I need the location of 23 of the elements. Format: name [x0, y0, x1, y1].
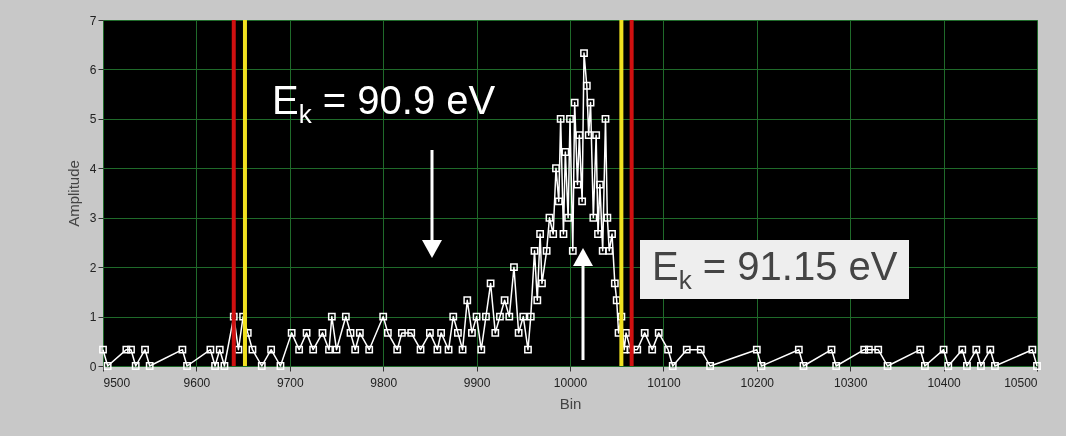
- x-tick-label: 10300: [834, 375, 868, 390]
- y-axis-title: Amplitude: [64, 160, 82, 227]
- x-tick-label: 9500: [103, 375, 131, 390]
- x-tick-label: 10100: [647, 375, 681, 390]
- x-tick-label: 10000: [553, 375, 588, 390]
- y-tick-label: 1: [89, 310, 97, 325]
- annotation: E$_{k}$ = 90.9 eV: [272, 78, 496, 129]
- x-tick-label: 10200: [740, 375, 775, 390]
- annotation: E$_{k}$ = 91.15 eV: [640, 240, 910, 299]
- x-tick-label: 9600: [183, 375, 211, 390]
- y-tick-label: 0: [89, 359, 97, 374]
- y-tick-label: 2: [89, 260, 97, 275]
- y-tick-label: 7: [89, 13, 97, 28]
- y-tick-label: 3: [89, 211, 97, 226]
- y-tick-label: 5: [89, 112, 97, 127]
- x-tick-label: 9700: [276, 375, 304, 390]
- y-tick-label: 6: [89, 62, 97, 77]
- x-tick-label: 10500: [1004, 375, 1038, 390]
- x-tick-label: 9800: [370, 375, 398, 390]
- x-tick-label: 9900: [463, 375, 491, 390]
- x-axis-title: Bin: [559, 394, 582, 412]
- x-tick-label: 10400: [927, 375, 962, 390]
- y-tick-label: 4: [89, 161, 97, 176]
